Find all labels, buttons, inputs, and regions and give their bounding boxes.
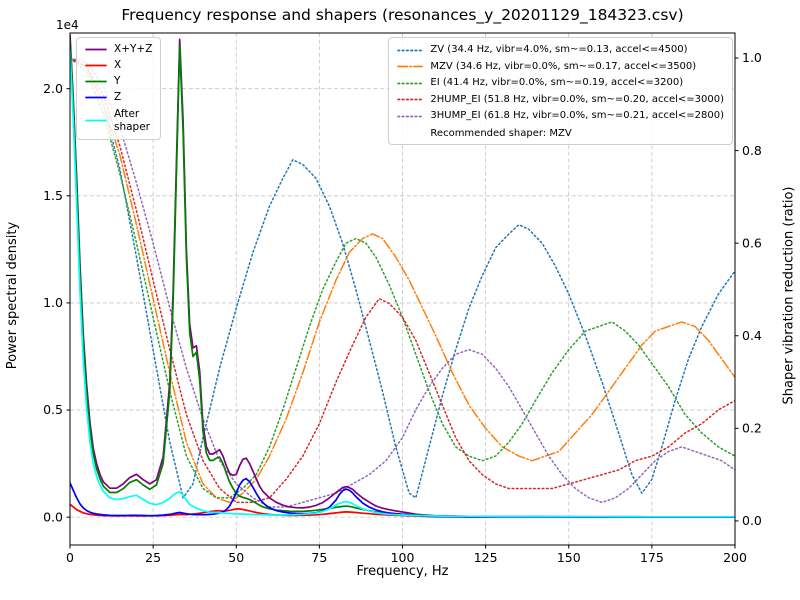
series-x-y-z [70, 34, 735, 518]
series-after-shaper [70, 49, 735, 518]
series-3hump-ei [70, 57, 735, 508]
x-tick-label: 125 [474, 550, 498, 565]
legend-item-mzv: MZV (34.6 Hz, vibr=0.0%, sm~=0.17, accel… [397, 60, 724, 75]
y-left-tick-label: 1.5 [43, 188, 63, 203]
x-tick-label: 75 [311, 550, 327, 565]
legend-swatch-2hump-ei [397, 98, 424, 101]
legend-swatch-after-shaper [85, 119, 107, 122]
legend-swatch-mzv [397, 65, 424, 68]
legend-label: X+Y+Z [114, 43, 153, 55]
legend-item-2hump-ei: 2HUMP_EI (51.8 Hz, vibr=0.0%, sm~=0.20, … [397, 93, 724, 108]
legend-label: X [114, 59, 122, 72]
y-left-tick-label: 0.5 [43, 402, 63, 417]
legend-swatch-z [85, 97, 107, 99]
x-tick-label: 0 [66, 550, 74, 565]
legend-swatch-ei [397, 82, 424, 85]
legend-swatch-y [85, 80, 107, 83]
figure-title: Frequency response and shapers (resonanc… [121, 6, 684, 24]
tick-marks [66, 57, 739, 549]
series-mzv [70, 57, 735, 504]
legend-label: EI (41.4 Hz, vibr=0.0%, sm~=0.19, accel<… [430, 77, 684, 88]
legend-swatch-x [85, 64, 107, 67]
y-right-tick-label: 0.2 [742, 421, 762, 436]
psd-legend: X+Y+Z X Y Z After shaper [76, 37, 162, 140]
y-left-tick-label: 2.0 [43, 81, 63, 96]
legend-label: 3HUMP_EI (61.8 Hz, vibr=0.0%, sm~=0.21, … [430, 110, 724, 121]
legend-label: After shaper [114, 107, 151, 133]
x-tick-label: 175 [640, 550, 664, 565]
legend-label: Y [114, 75, 121, 88]
x-tick-label: 25 [145, 550, 161, 565]
series-z [70, 477, 735, 518]
x-tick-label: 200 [723, 550, 747, 565]
y-right-tick-label: 0.4 [742, 328, 762, 343]
legend-label: Z [114, 91, 122, 104]
legend-swatch-zv [397, 49, 424, 52]
x-tick-label: 50 [228, 550, 244, 565]
y-right-tick-label: 0.6 [742, 235, 762, 250]
legend-item-after-shaper: After shaper [85, 108, 152, 134]
legend-label: MZV (34.6 Hz, vibr=0.0%, sm~=0.17, accel… [430, 60, 697, 72]
legend-item-x-y-z: X+Y+Z [85, 43, 152, 56]
x-tick-label: 100 [391, 550, 415, 565]
legend-item-z: Z [85, 91, 152, 104]
shaper-legend: ZV (34.4 Hz, vibr=4.0%, sm~=0.13, accel<… [388, 37, 733, 145]
y-right-tick-label: 0.0 [742, 513, 762, 528]
series-2hump-ei [70, 57, 735, 504]
legend-item-y: Y [85, 75, 152, 88]
legend-item-3hump-ei: 3HUMP_EI (61.8 Hz, vibr=0.0%, sm~=0.21, … [397, 109, 724, 124]
y-axis-label-left: Power spectral density [5, 221, 21, 369]
recommended-shaper-note: Recommended shaper: MZV [430, 127, 572, 139]
series-ei [70, 57, 735, 499]
series-zv [70, 57, 735, 499]
tick-labels: 0 25 50 75 100 125 150 175 200 0.0 0.5 1.0 1.5 2.0 0.0… [43, 50, 762, 565]
y-right-tick-label: 1.0 [742, 50, 762, 65]
y-left-tick-label: 1.0 [43, 295, 63, 310]
y-right-tick-label: 0.8 [742, 143, 762, 158]
legend-item-ei: EI (41.4 Hz, vibr=0.0%, sm~=0.19, accel<… [397, 76, 724, 91]
x-tick-label: 150 [557, 550, 581, 565]
legend-label: 2HUMP_EI (51.8 Hz, vibr=0.0%, sm~=0.20, … [430, 93, 724, 105]
legend-item-x: X [85, 59, 152, 72]
y-left-tick-label: 0.0 [43, 509, 63, 524]
legend-item-zv: ZV (34.4 Hz, vibr=4.0%, sm~=0.13, accel<… [397, 43, 724, 58]
y-axis-label-right: Shaper vibration reduction (ratio) [781, 186, 797, 404]
x-axis-label: Frequency, Hz [356, 564, 449, 579]
legend-swatch-x-y-z [85, 48, 107, 51]
y-axis-offset-text: 1e4 [56, 18, 79, 32]
legend-label: ZV (34.4 Hz, vibr=4.0%, sm~=0.13, accel<… [430, 44, 688, 55]
legend-swatch-3hump-ei [397, 115, 424, 118]
